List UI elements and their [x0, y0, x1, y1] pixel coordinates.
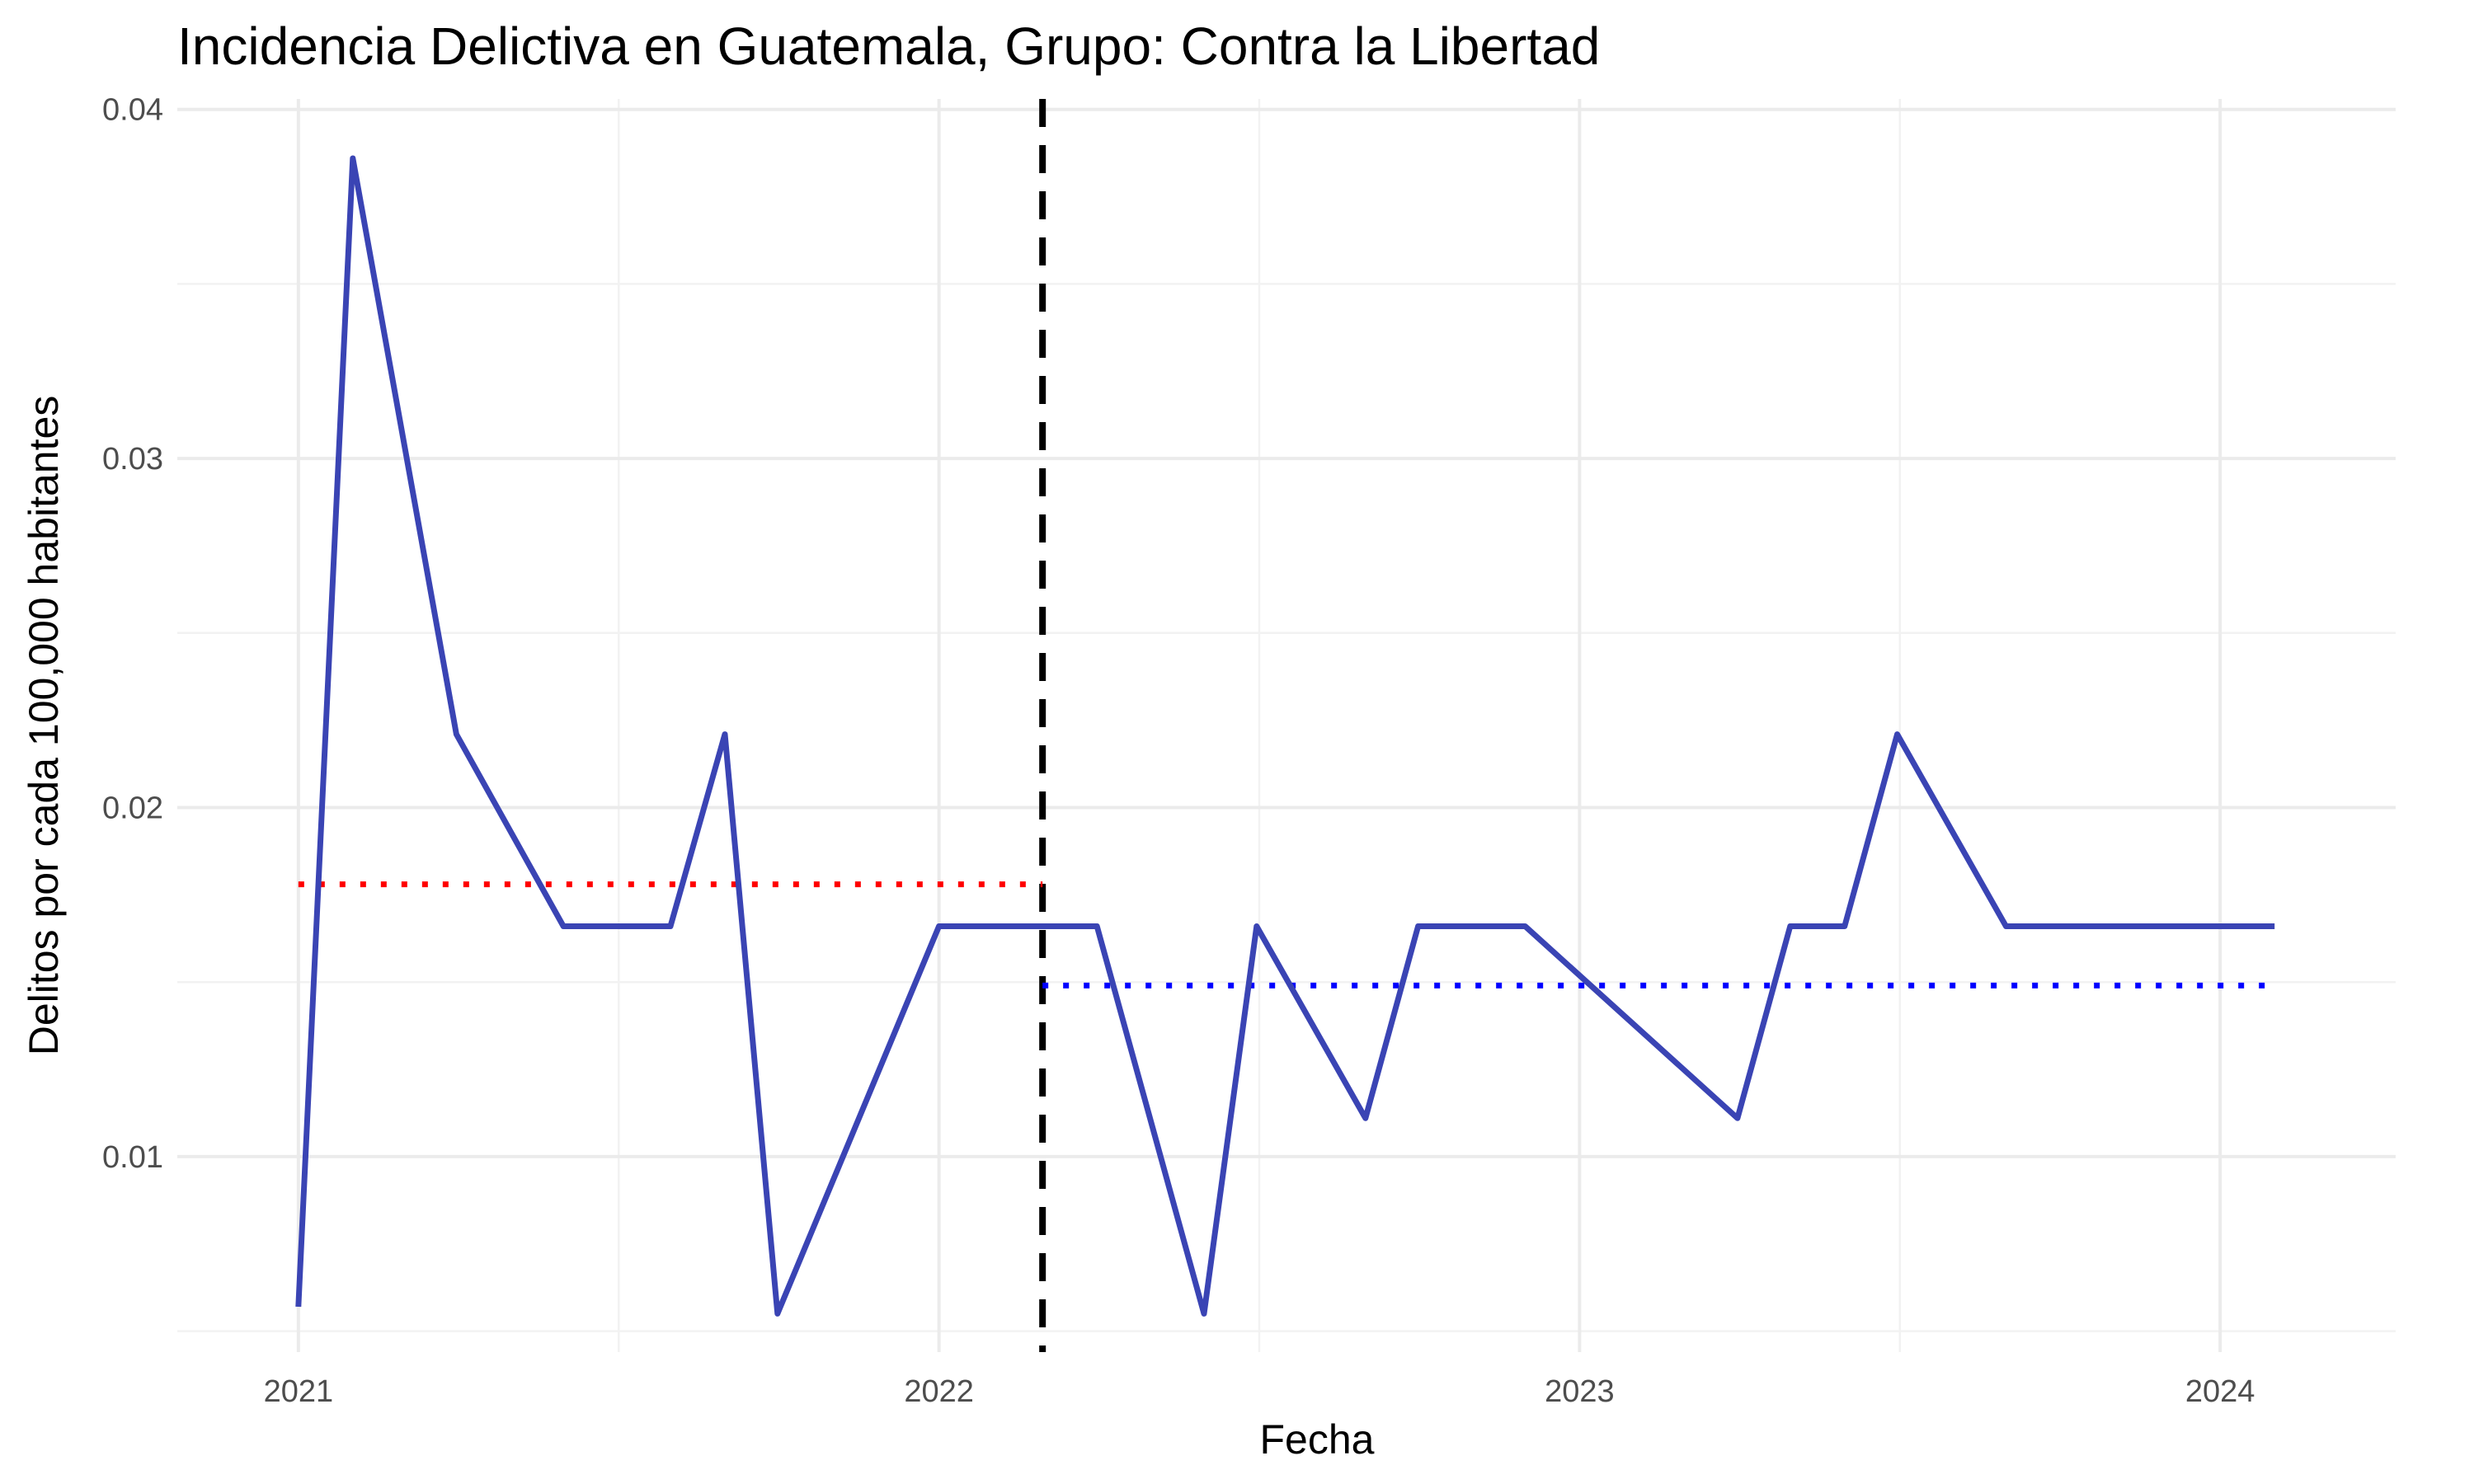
x-tick-label: 2021: [264, 1374, 334, 1409]
x-axis-title: Fecha: [1260, 1416, 1375, 1463]
series-layer: [295, 155, 2275, 1317]
x-axis: 2021 2022 2023 2024: [264, 1374, 2255, 1409]
x-tick-label: 2022: [904, 1374, 974, 1409]
y-tick-label: 0.02: [102, 791, 163, 825]
y-tick-label: 0.03: [102, 442, 163, 477]
y-tick-label: 0.04: [102, 93, 163, 128]
x-tick-label: 2024: [2185, 1374, 2255, 1409]
x-tick-label: 2023: [1545, 1374, 1615, 1409]
y-axis-title: Delitos por cada 100,000 habitantes: [21, 396, 67, 1056]
y-tick-label: 0.01: [102, 1140, 163, 1175]
grid: [177, 99, 2396, 1352]
reference-lines: [298, 99, 2275, 1352]
series-line: [295, 155, 2275, 1317]
y-axis: 0.01 0.02 0.03 0.04: [102, 93, 163, 1175]
chart-title: Incidencia Delictiva en Guatemala, Grupo…: [177, 16, 1600, 76]
